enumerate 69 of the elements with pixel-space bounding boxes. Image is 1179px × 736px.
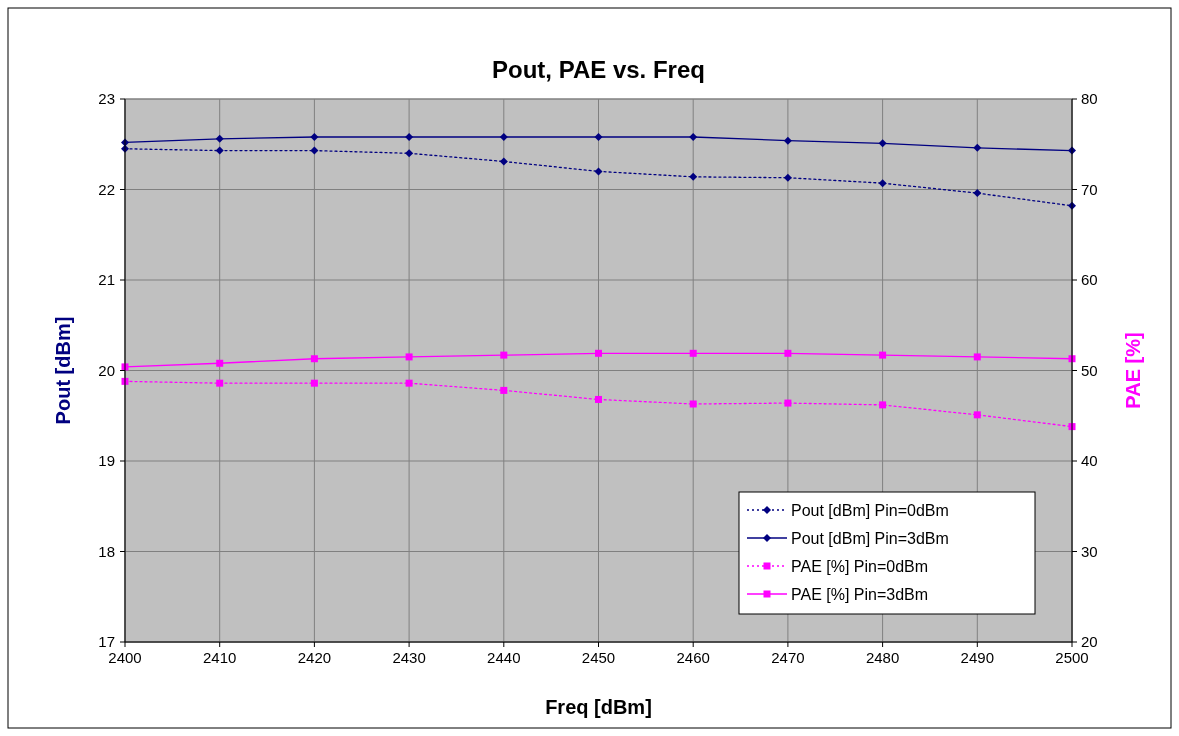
point: [784, 349, 792, 357]
point: [689, 172, 698, 181]
y-tick-label: 20: [98, 361, 115, 379]
x-tick-label: 2470: [771, 649, 805, 666]
x-tick-label: 2490: [960, 649, 994, 666]
y2-tick-label: 40: [1081, 452, 1098, 469]
point: [973, 353, 981, 361]
x-tick-label: 2450: [581, 649, 616, 666]
point: [500, 351, 508, 359]
y-tick-label: 17: [98, 633, 115, 650]
x-tick-label: 2430: [392, 649, 426, 666]
y2-tick-label: 80: [1081, 90, 1098, 107]
y-tick-label: 22: [98, 180, 115, 198]
point: [784, 399, 792, 407]
point: [405, 353, 413, 361]
y-tick-label: 18: [98, 542, 115, 560]
point: [879, 351, 887, 359]
x-tick-label: 2410: [203, 649, 237, 666]
point: [973, 189, 982, 198]
point: [500, 386, 508, 394]
point: [216, 359, 224, 367]
point: [878, 139, 887, 148]
point: [595, 395, 602, 403]
x-tick-label: 2460: [676, 649, 710, 666]
y2-tick-label: 70: [1081, 180, 1098, 198]
y2-tick-label: 50: [1081, 361, 1098, 379]
point: [783, 173, 792, 182]
point: [689, 400, 697, 408]
y-tick-label: 19: [98, 452, 115, 469]
point: [310, 379, 318, 387]
x-tick-label: 2440: [487, 649, 521, 666]
point: [594, 167, 603, 176]
point: [689, 349, 697, 357]
point: [216, 379, 224, 387]
legend-label: Pout [dBm] Pin=0dBm: [791, 502, 949, 519]
point: [310, 133, 319, 142]
point: [499, 157, 508, 166]
legend-label: Pout [dBm] Pin=3dBm: [791, 530, 949, 547]
point: [879, 401, 887, 409]
point: [310, 355, 318, 363]
point: [878, 179, 887, 188]
point: [215, 146, 224, 155]
point: [594, 133, 603, 142]
y2-axis-title: PAE [%]: [1122, 332, 1144, 409]
chart-title: Pout, PAE vs. Freq: [492, 56, 705, 83]
point: [405, 133, 414, 142]
point: [215, 134, 224, 143]
y-tick-label: 23: [98, 90, 115, 107]
y2-tick-label: 30: [1081, 542, 1098, 560]
point: [310, 146, 319, 155]
x-tick-label: 2400: [108, 649, 142, 666]
point: [689, 133, 698, 142]
y-axis-title: Pout [dBm]: [52, 316, 74, 425]
x-tick-label: 2500: [1055, 649, 1089, 666]
y-tick-label: 21: [98, 271, 115, 288]
point: [405, 149, 414, 158]
point: [973, 143, 982, 152]
point: [783, 136, 792, 145]
x-tick-label: 2420: [297, 649, 332, 666]
legend-label: PAE [%] Pin=0dBm: [791, 558, 929, 575]
x-axis-title: Freq [dBm]: [545, 696, 652, 718]
point: [405, 379, 413, 387]
y2-tick-label: 20: [1081, 633, 1098, 650]
x-tick-label: 2480: [865, 649, 900, 666]
y2-tick-label: 60: [1081, 271, 1098, 288]
point: [973, 411, 981, 419]
point: [499, 133, 508, 142]
legend-label: PAE [%] Pin=3dBm: [791, 586, 929, 603]
point: [595, 349, 602, 357]
